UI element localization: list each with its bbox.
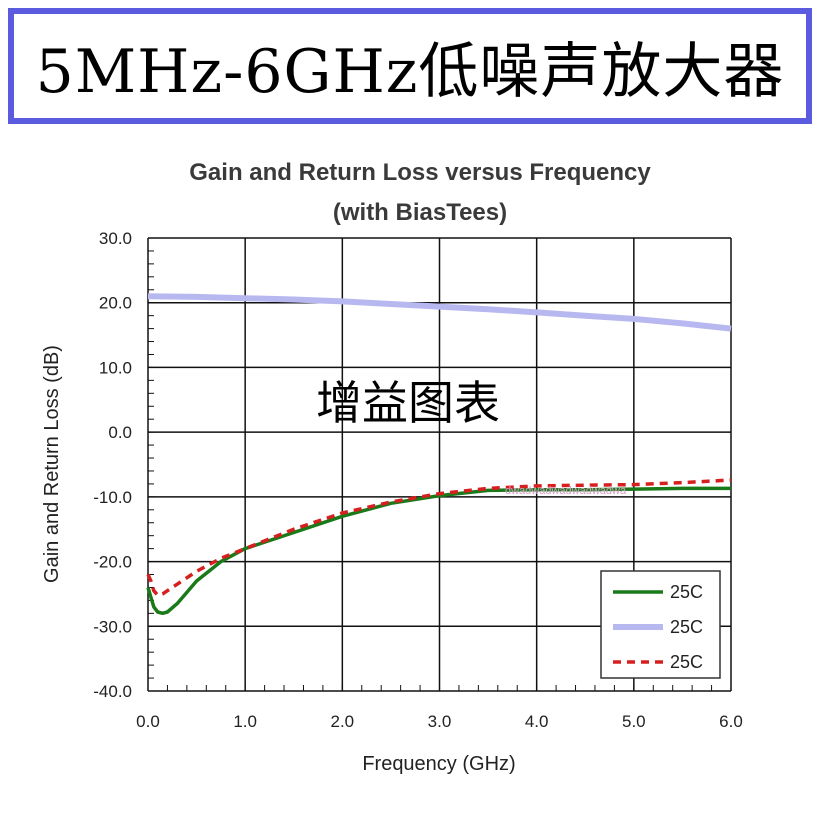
y-axis-label: Gain and Return Loss (dB) xyxy=(41,345,63,583)
x-tick-label: 4.0 xyxy=(525,712,549,731)
x-tick-label: 1.0 xyxy=(233,712,257,731)
x-tick-label: 2.0 xyxy=(331,712,355,731)
x-tick-label: 3.0 xyxy=(428,712,452,731)
chart-subtitle: (with BiasTees) xyxy=(333,199,507,226)
chart-title: Gain and Return Loss versus Frequency xyxy=(189,159,651,186)
banner-title: 5MHz-6GHz低噪声放大器 xyxy=(35,36,785,107)
x-tick-label: 0.0 xyxy=(136,712,160,731)
series-line-2 xyxy=(147,293,732,332)
overlay-text: 增益图表 xyxy=(316,376,500,430)
watermark-text: dwadwadwadwadwadwa xyxy=(505,485,627,497)
series-lines xyxy=(146,293,732,616)
title-banner: 5MHz-6GHz低噪声放大器 xyxy=(8,8,812,124)
y-tick-label: -40.0 xyxy=(93,682,132,701)
x-tick-label: 5.0 xyxy=(622,712,646,731)
y-tick-label: 20.0 xyxy=(99,294,132,313)
y-tick-label: -30.0 xyxy=(93,617,132,636)
legend: 25C 25C 25C xyxy=(600,570,721,679)
y-tick-label: 30.0 xyxy=(99,229,132,248)
y-tick-label: -20.0 xyxy=(93,553,132,572)
x-tick-label: 6.0 xyxy=(719,712,743,731)
y-tick-label: -10.0 xyxy=(93,488,132,507)
series-line-1 xyxy=(146,486,731,616)
grid xyxy=(147,237,732,692)
tick-labels: 0.0 1.0 2.0 3.0 4.0 5.0 6.0 30.0 20.0 10.0 0.0 -10.… xyxy=(93,229,743,731)
series-line-3 xyxy=(146,478,732,597)
legend-label-3: 25C xyxy=(670,652,703,672)
y-tick-label: 0.0 xyxy=(108,423,132,442)
legend-label-2: 25C xyxy=(670,617,703,637)
y-tick-label: 10.0 xyxy=(99,358,132,377)
legend-label-1: 25C xyxy=(670,582,703,602)
x-axis-label: Frequency (GHz) xyxy=(362,753,515,775)
